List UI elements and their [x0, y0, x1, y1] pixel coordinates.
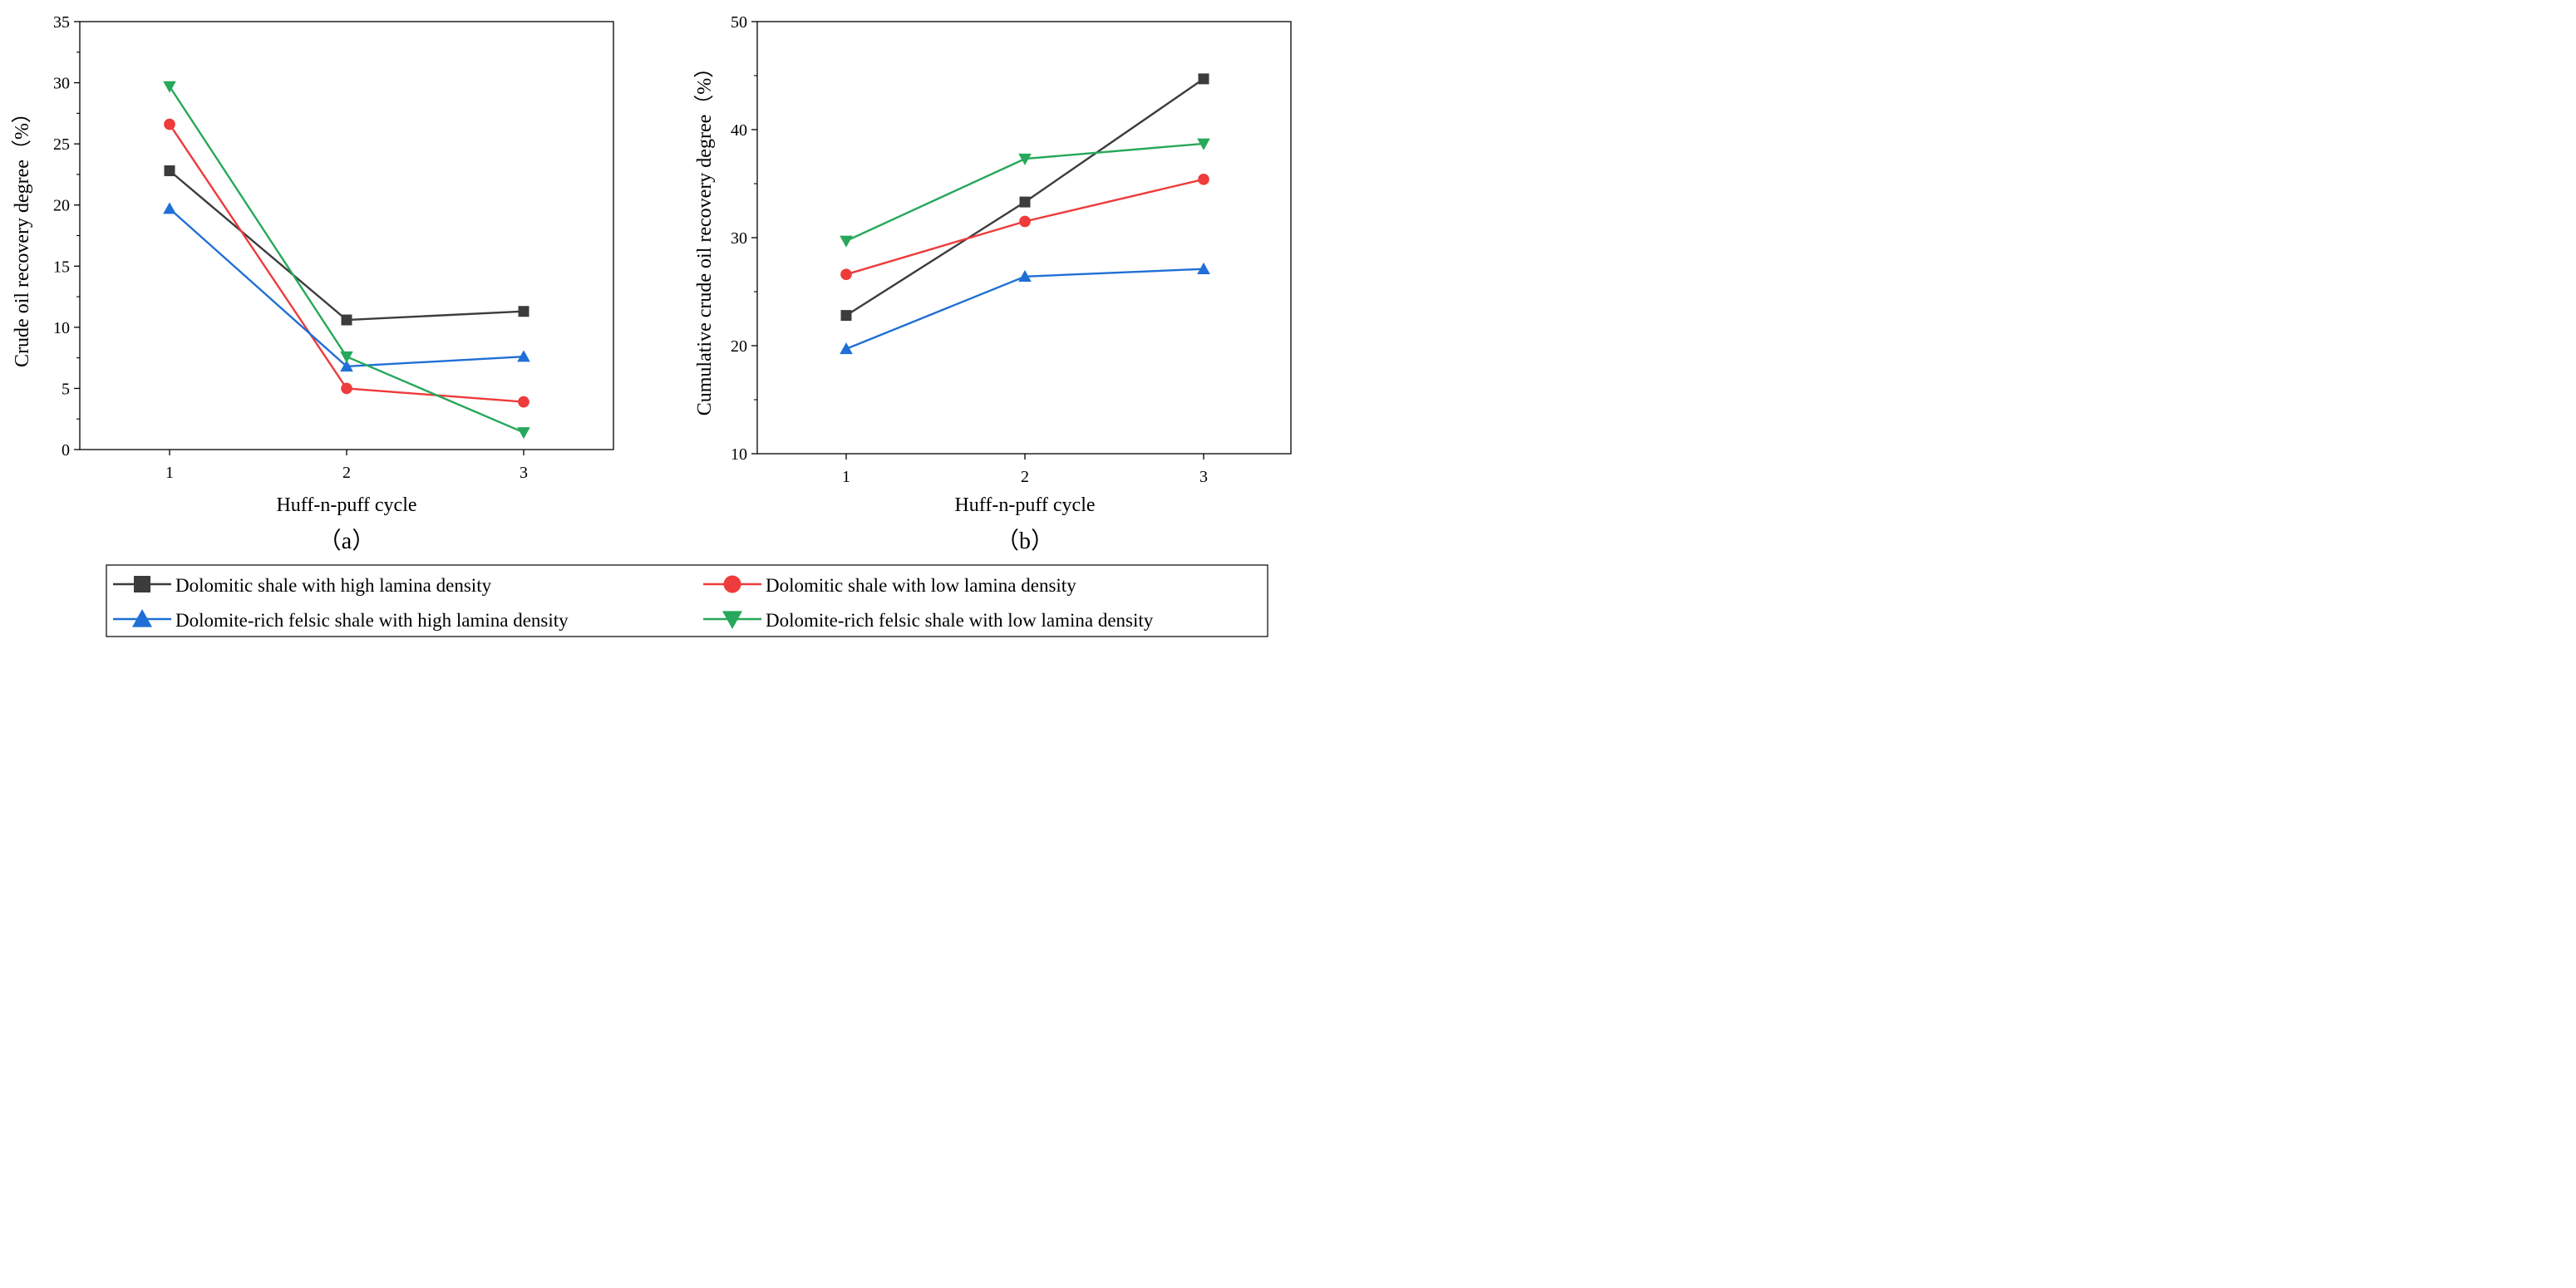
panel-a-series-2-point — [164, 118, 175, 130]
figure: Crude oil recovery degree（%） Huff-n-puff… — [12, 13, 1292, 637]
legend: Dolomitic shale with high lamina density… — [106, 564, 1268, 637]
panel-a-y-tick-label: 35 — [53, 13, 70, 32]
panel-a-x-tick-label: 2 — [342, 464, 351, 482]
panel-b-series-3-point — [1197, 262, 1210, 274]
panel-b-series-1-point — [1198, 73, 1209, 85]
panel-b-series-2-point — [840, 268, 852, 281]
panel-b-series-3-point — [1018, 270, 1032, 283]
panel-a-y-tick-label: 30 — [53, 75, 70, 93]
panel-b-y-axis-title: Cumulative crude oil recovery degree（%） — [694, 58, 716, 416]
panel-b-x-tick-label: 1 — [842, 468, 850, 486]
legend-label-4: Dolomite-rich felsic shale with low lami… — [766, 610, 1154, 631]
panel-b-y-tick-label: 50 — [731, 13, 747, 32]
panel-b-series-4-point — [1197, 138, 1210, 150]
panel-a-series-2-point — [341, 382, 352, 395]
legend-swatch-marker-1 — [134, 576, 150, 592]
legend-label-1: Dolomitic shale with high lamina density — [175, 575, 492, 596]
panel-a-y-tick-label: 10 — [53, 319, 70, 337]
panel-a-y-tick-label: 5 — [62, 380, 70, 398]
panel-a-y-tick-label: 0 — [62, 441, 70, 460]
panel-a-y-tick-label: 25 — [53, 135, 70, 154]
panel-a: Crude oil recovery degree（%） Huff-n-puff… — [12, 13, 614, 554]
panel-b-x-tick-label: 3 — [1199, 468, 1208, 486]
panel-b-y-tick-label: 20 — [731, 337, 747, 356]
panel-b-series-1-point — [1019, 196, 1031, 208]
panel-b-label: （b） — [996, 528, 1054, 554]
panel-a-series-4-point — [517, 427, 530, 440]
panel-b-y-tick-label: 10 — [731, 445, 747, 464]
legend-box — [106, 564, 1268, 637]
panel-a-y-tick-label: 20 — [53, 197, 70, 215]
panel-b-y-tick-label: 40 — [731, 121, 747, 140]
panel-b-series-4-point — [840, 235, 853, 248]
panel-b-x-tick-label: 2 — [1021, 468, 1029, 486]
panel-b-series-2-point — [1019, 215, 1031, 228]
legend-label-3: Dolomite-rich felsic shale with high lam… — [175, 610, 569, 631]
panel-a-series-1-point — [341, 314, 352, 326]
legend-label-2: Dolomitic shale with low lamina density — [766, 575, 1076, 596]
panel-a-series-3-line — [169, 208, 525, 368]
panel-a-series-4-line — [168, 86, 525, 434]
panel-a-series-1-point — [164, 165, 175, 177]
panel-a-x-tick-label: 1 — [165, 464, 174, 482]
panel-a-series-4-point — [340, 351, 353, 363]
panel-b: Cumulative crude oil recovery degree（%） … — [694, 13, 1292, 554]
panel-a-y-axis-title: Crude oil recovery degree（%） — [12, 103, 33, 367]
panel-b-series-1-point — [840, 310, 852, 322]
panel-b-series-4-point — [1018, 153, 1032, 165]
panel-a-label: （a） — [318, 528, 375, 554]
panel-a-series-3-point — [340, 360, 353, 372]
panel-a-series-3-point — [163, 202, 176, 214]
panel-b-y-tick-label: 30 — [731, 229, 747, 248]
panel-b-plot-frame — [756, 21, 1292, 455]
panel-b-series-3-point — [840, 342, 853, 355]
panel-a-series-1-point — [518, 306, 529, 317]
panel-b-series-2-point — [1198, 173, 1209, 185]
legend-swatch-marker-2 — [723, 575, 741, 593]
panel-b-x-axis-title: Huff-n-puff cycle — [954, 494, 1095, 516]
panel-a-series-3-point — [517, 350, 530, 362]
panel-a-y-tick-label: 15 — [53, 258, 70, 276]
panel-a-x-tick-label: 3 — [520, 464, 528, 482]
panel-a-x-axis-title: Huff-n-puff cycle — [276, 494, 416, 516]
legend-swatch-marker-4 — [722, 611, 742, 629]
panel-a-series-4-point — [163, 81, 176, 93]
panel-a-series-2-point — [518, 396, 529, 408]
legend-swatch-marker-3 — [132, 609, 152, 627]
panel-a-series-1-line — [169, 170, 525, 322]
